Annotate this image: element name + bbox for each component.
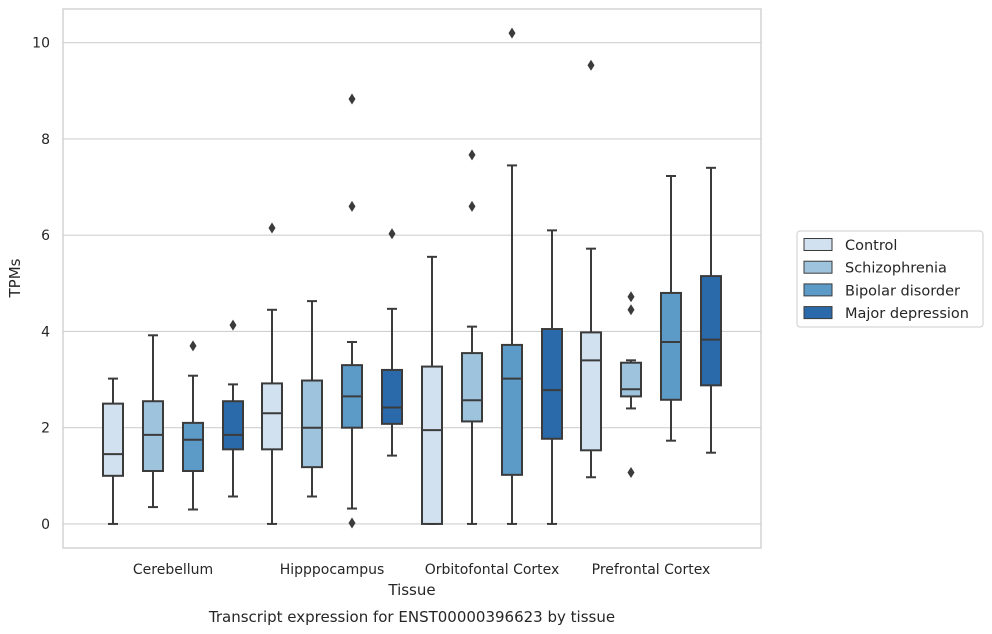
box-iqr (182, 421, 204, 472)
box-major-depression (381, 228, 403, 457)
axes: 0 2 4 6 8 10 Cerebellum Hipppocampus Orbitofonta… (32, 36, 710, 578)
legend-frame (796, 230, 984, 328)
outlier-point (627, 466, 635, 478)
outlier-point (348, 200, 356, 212)
legend-swatch (803, 260, 833, 274)
box-bipolar-disorder (182, 340, 204, 511)
outlier-point (348, 517, 356, 529)
chart-caption: Transcript expression for ENST0000039662… (208, 608, 615, 626)
box-bipolar-disorder (341, 93, 363, 529)
legend-label: Control (845, 238, 897, 254)
outlier-point (189, 340, 197, 352)
box-schizophrenia (301, 300, 323, 498)
y-axis-title: TPMs (6, 258, 24, 298)
box-iqr (261, 382, 283, 451)
box-major-depression (541, 229, 563, 525)
box-control (580, 59, 602, 479)
legend: Control Schizophrenia Bipolar disorder Majo… (796, 230, 984, 328)
outlier-point (508, 27, 516, 39)
y-tick-label: 2 (41, 421, 50, 437)
x-tick-label: Prefrontal Cortex (592, 562, 711, 578)
y-tick-label: 6 (41, 228, 50, 244)
box-iqr (222, 400, 244, 451)
box-iqr (421, 365, 443, 525)
outlier-point (627, 291, 635, 303)
plot-frame (62, 8, 762, 549)
outlier-point (268, 222, 276, 234)
outlier-point (468, 149, 476, 161)
gridlines (63, 42, 761, 525)
legend-swatch (803, 283, 833, 297)
outlier-point (468, 200, 476, 212)
legend-swatch (803, 306, 833, 320)
x-tick-label: Orbitofontal Cortex (425, 562, 560, 578)
box-iqr (381, 368, 403, 425)
legend-label: Bipolar disorder (845, 283, 960, 299)
outlier-point (229, 319, 237, 331)
box-bipolar-disorder (501, 27, 523, 525)
boxes (102, 27, 722, 529)
legend-label: Schizophrenia (845, 261, 947, 277)
y-tick-label: 4 (41, 324, 50, 340)
outlier-point (627, 304, 635, 316)
legend-swatch (803, 238, 833, 251)
box-control (421, 255, 443, 525)
x-axis-title: Tissue (387, 581, 435, 599)
box-major-depression (222, 319, 244, 498)
box-iqr (541, 328, 563, 440)
box-iqr (501, 343, 523, 476)
x-tick-label: Hipppocampus (280, 562, 385, 578)
outlier-point (348, 93, 356, 105)
outlier-point (587, 59, 595, 71)
box-iqr (301, 379, 323, 469)
box-iqr (142, 400, 164, 472)
y-tick-label: 0 (41, 517, 50, 533)
outlier-point (388, 228, 396, 240)
box-control (261, 222, 283, 525)
box-major-depression (700, 166, 722, 454)
box-control (102, 377, 124, 525)
box-iqr (580, 331, 602, 452)
y-tick-label: 10 (32, 36, 50, 52)
box-iqr (102, 402, 124, 477)
box-schizophrenia (461, 149, 483, 525)
box-bipolar-disorder (660, 174, 682, 442)
box-iqr (700, 275, 722, 387)
x-tick-label: Cerebellum (133, 562, 213, 578)
y-tick-label: 8 (41, 132, 50, 148)
legend-label: Major depression (845, 306, 969, 322)
box-iqr (620, 361, 642, 398)
legend-items: Control Schizophrenia Bipolar disorder Majo… (803, 238, 969, 322)
box-iqr (660, 291, 682, 401)
box-schizophrenia (620, 291, 642, 478)
box-schizophrenia (142, 334, 164, 509)
box-iqr (461, 352, 483, 423)
